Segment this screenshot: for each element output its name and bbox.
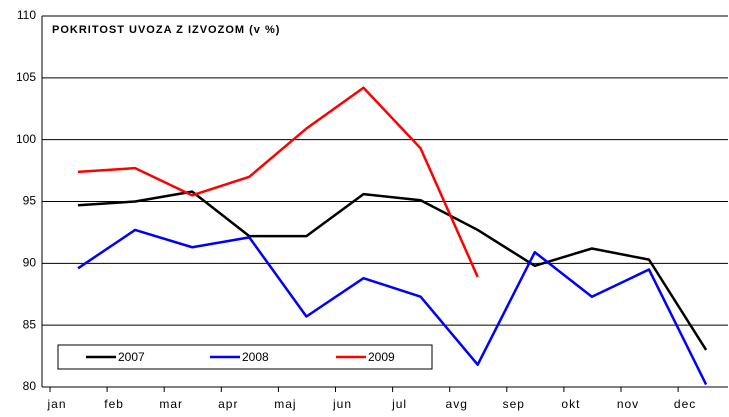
x-tick-label: nov <box>617 397 639 411</box>
x-tick-label: jan <box>46 397 66 411</box>
y-tick-label: 80 <box>23 379 37 393</box>
y-tick-label: 100 <box>16 132 36 146</box>
x-tick-label: apr <box>218 397 238 411</box>
chart-title: POKRITOST UVOZA Z IZVOZOM (v %) <box>52 24 280 36</box>
y-tick-label: 90 <box>23 256 37 270</box>
legend-label: 2007 <box>118 350 145 364</box>
series-line <box>77 86 479 278</box>
x-tick-label: avg <box>446 397 468 411</box>
x-tick-label: okt <box>561 397 580 411</box>
x-tick-label: sep <box>503 397 525 411</box>
y-tick-label: 95 <box>23 194 37 208</box>
y-tick-label: 85 <box>23 317 37 331</box>
series-line <box>77 228 708 386</box>
legend-label: 2009 <box>368 350 395 364</box>
x-tick-label: jul <box>391 397 407 411</box>
legend-label: 2008 <box>242 350 269 364</box>
x-tick-label: feb <box>104 397 124 411</box>
x-tick-label: dec <box>674 397 696 411</box>
x-tick-label: jun <box>332 397 352 411</box>
x-tick-label: maj <box>274 397 296 411</box>
y-tick-label: 105 <box>16 70 36 84</box>
y-tick-label: 110 <box>17 8 36 22</box>
series-line <box>77 190 708 351</box>
x-tick-label: mar <box>159 397 183 411</box>
legend-box <box>57 344 433 370</box>
